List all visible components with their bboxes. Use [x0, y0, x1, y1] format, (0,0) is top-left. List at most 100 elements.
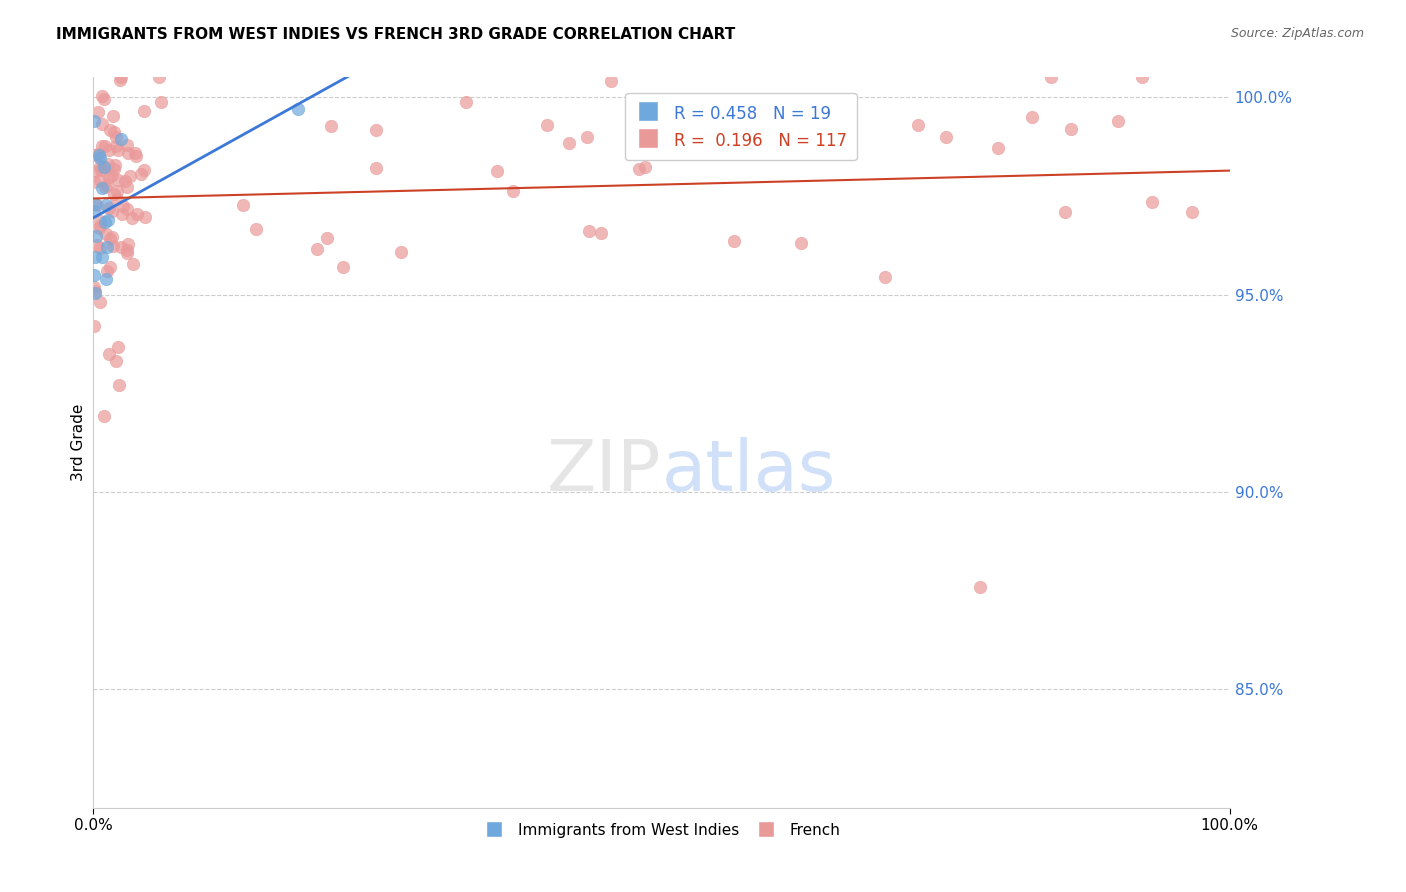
French — [108, 378, 131, 392]
French — [107, 143, 129, 157]
French — [150, 95, 173, 109]
French — [83, 175, 105, 189]
French — [100, 230, 122, 244]
French — [89, 172, 111, 186]
French — [1180, 204, 1202, 219]
French — [90, 117, 112, 131]
French — [93, 409, 115, 423]
French — [148, 70, 170, 85]
French — [232, 197, 254, 211]
Text: Source: ZipAtlas.com: Source: ZipAtlas.com — [1230, 27, 1364, 40]
French — [93, 92, 115, 106]
French — [101, 109, 124, 123]
French — [117, 202, 139, 217]
French — [108, 73, 131, 87]
French — [103, 239, 125, 253]
French — [114, 174, 136, 188]
French — [315, 231, 337, 245]
French — [94, 180, 117, 194]
French — [987, 141, 1010, 155]
Immigrants from West Indies — [89, 147, 111, 161]
Immigrants from West Indies — [94, 215, 117, 229]
French — [86, 238, 108, 252]
French — [935, 130, 957, 145]
French — [115, 179, 138, 194]
Immigrants from West Indies — [94, 198, 117, 212]
French — [389, 245, 412, 260]
French — [332, 260, 354, 275]
French — [117, 237, 139, 252]
French — [621, 135, 644, 149]
French — [96, 264, 118, 278]
French — [90, 138, 112, 153]
French — [101, 204, 124, 219]
French — [1040, 70, 1063, 85]
French — [634, 160, 657, 174]
Immigrants from West Indies — [96, 240, 118, 254]
French — [98, 143, 121, 157]
Text: IMMIGRANTS FROM WEST INDIES VS FRENCH 3RD GRADE CORRELATION CHART: IMMIGRANTS FROM WEST INDIES VS FRENCH 3R… — [56, 27, 735, 42]
Immigrants from West Indies — [90, 181, 112, 195]
French — [103, 125, 125, 139]
French — [600, 73, 623, 87]
French — [110, 240, 132, 254]
French — [873, 269, 896, 284]
Immigrants from West Indies — [83, 268, 105, 282]
Immigrants from West Indies — [84, 285, 107, 300]
French — [121, 211, 143, 225]
French — [628, 161, 651, 176]
Immigrants from West Indies — [83, 197, 105, 211]
French — [1107, 113, 1129, 128]
French — [969, 580, 991, 594]
French — [120, 169, 142, 184]
French — [558, 136, 581, 151]
Immigrants from West Indies — [83, 114, 105, 128]
French — [1060, 121, 1083, 136]
French — [502, 184, 524, 198]
French — [86, 197, 108, 211]
French — [1053, 204, 1076, 219]
French — [97, 157, 120, 171]
French — [117, 245, 139, 260]
French — [105, 184, 128, 198]
French — [115, 137, 138, 152]
French — [89, 219, 111, 234]
French — [134, 210, 156, 224]
French — [104, 353, 127, 368]
French — [103, 187, 125, 202]
French — [97, 347, 120, 361]
French — [83, 284, 105, 298]
Immigrants from West Indies — [93, 160, 115, 174]
French — [536, 118, 558, 132]
Text: atlas: atlas — [661, 437, 835, 507]
Immigrants from West Indies — [86, 229, 108, 244]
Immigrants from West Indies — [97, 213, 120, 227]
Immigrants from West Indies — [96, 272, 118, 286]
Text: ZIP: ZIP — [547, 437, 661, 507]
French — [107, 173, 129, 187]
French — [89, 295, 111, 310]
French — [98, 232, 121, 246]
French — [364, 161, 387, 176]
French — [89, 221, 111, 235]
Immigrants from West Indies — [84, 250, 107, 264]
French — [83, 319, 105, 334]
French — [104, 157, 127, 171]
French — [578, 224, 600, 238]
French — [319, 120, 342, 134]
French — [103, 161, 125, 176]
French — [305, 243, 328, 257]
Immigrants from West Indies — [287, 102, 309, 116]
French — [87, 146, 110, 161]
French — [98, 169, 121, 184]
French — [98, 260, 121, 274]
French — [89, 214, 111, 228]
French — [96, 178, 118, 193]
French — [456, 95, 478, 109]
French — [575, 130, 598, 145]
French — [107, 340, 129, 354]
French — [1021, 110, 1043, 124]
French — [115, 244, 138, 258]
French — [110, 70, 132, 85]
French — [790, 235, 813, 250]
